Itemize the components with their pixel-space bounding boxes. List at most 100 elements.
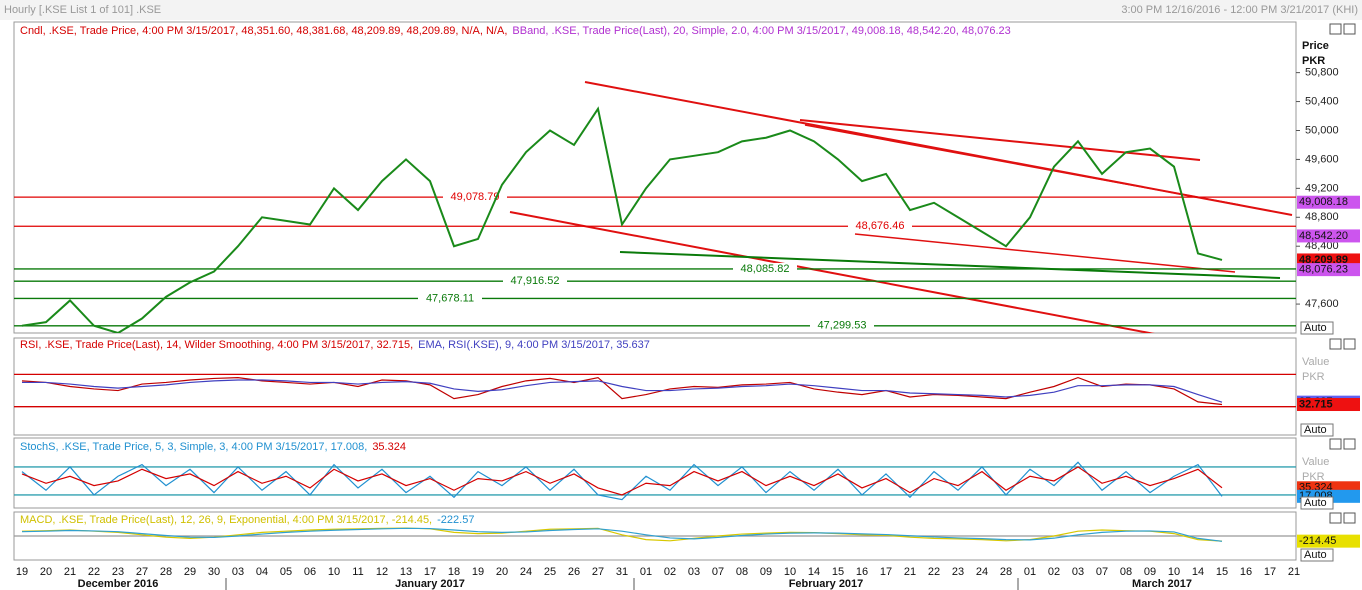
x-tick-label: 23 bbox=[952, 566, 964, 578]
last-value-box bbox=[1297, 263, 1360, 277]
level-label-bg bbox=[733, 262, 797, 275]
level-label-bg bbox=[503, 275, 567, 288]
x-tick-label: 12 bbox=[376, 566, 388, 578]
legend-entry: MACD, .KSE, Trade Price(Last), 12, 26, 9… bbox=[20, 514, 432, 526]
y-tick-label: 47,600 bbox=[1305, 298, 1339, 310]
month-label: December 2016 bbox=[78, 578, 159, 590]
x-tick-label: 10 bbox=[1168, 566, 1180, 578]
x-tick-label: 14 bbox=[808, 566, 820, 578]
legend-entry: EMA, RSI(.KSE), 9, 4:00 PM 3/15/2017, 35… bbox=[418, 339, 650, 351]
axis-title: PKR bbox=[1302, 471, 1325, 483]
x-tick-label: 24 bbox=[976, 566, 988, 578]
auto-button-label: Auto bbox=[1304, 549, 1327, 561]
last-value-label: 48,542.20 bbox=[1299, 230, 1348, 242]
x-tick-label: 01 bbox=[1024, 566, 1036, 578]
x-tick-label: 31 bbox=[616, 566, 628, 578]
plot-layer bbox=[14, 461, 1296, 501]
x-tick-label: 03 bbox=[232, 566, 244, 578]
x-tick-label: 23 bbox=[112, 566, 124, 578]
y-tick-label: 50,000 bbox=[1305, 124, 1339, 136]
x-tick-label: 16 bbox=[856, 566, 868, 578]
plot-layer bbox=[14, 527, 1296, 542]
x-tick-label: 21 bbox=[1288, 566, 1300, 578]
month-label: February 2017 bbox=[789, 578, 864, 590]
x-tick-label: 19 bbox=[16, 566, 28, 578]
x-tick-label: 27 bbox=[136, 566, 148, 578]
x-tick-label: 02 bbox=[664, 566, 676, 578]
series-line bbox=[21, 466, 1223, 496]
month-label: March 2017 bbox=[1132, 578, 1192, 590]
axis-title: PKR bbox=[1302, 371, 1325, 383]
x-tick-label: 26 bbox=[568, 566, 580, 578]
level-label-bg bbox=[810, 319, 874, 332]
auto-button-label: Auto bbox=[1304, 322, 1327, 334]
last-value-box bbox=[1297, 195, 1360, 209]
axis-title: Value bbox=[1302, 456, 1329, 468]
x-tick-label: 05 bbox=[280, 566, 292, 578]
auto-button[interactable] bbox=[1300, 548, 1334, 562]
x-tick-label: 17 bbox=[880, 566, 892, 578]
axis-title: Price bbox=[1302, 40, 1329, 52]
y-tick-label: 50,800 bbox=[1305, 67, 1339, 79]
x-tick-label: 19 bbox=[472, 566, 484, 578]
x-tick-label: 22 bbox=[928, 566, 940, 578]
last-value-label: 49,008.18 bbox=[1299, 196, 1348, 208]
last-value-label: 48,209.89 bbox=[1299, 254, 1348, 266]
x-tick-label: 15 bbox=[1216, 566, 1228, 578]
plot-layer: 49,078.79 48,676.46 48,085.82 47,916.52 47,6… bbox=[14, 106, 1296, 333]
auto-button[interactable] bbox=[1300, 423, 1334, 437]
auto-button-label: Auto bbox=[1304, 424, 1327, 436]
x-tick-label: 28 bbox=[160, 566, 172, 578]
header-title: Hourly [.KSE List 1 of 101] .KSE bbox=[4, 4, 161, 16]
x-tick-label: 30 bbox=[208, 566, 220, 578]
level-label-bg bbox=[418, 292, 482, 305]
x-tick-label: 09 bbox=[760, 566, 772, 578]
x-tick-label: 09 bbox=[1144, 566, 1156, 578]
x-tick-label: 08 bbox=[736, 566, 748, 578]
month-label: January 2017 bbox=[395, 578, 465, 590]
last-value-box bbox=[1297, 229, 1360, 243]
panel-frame bbox=[13, 337, 1297, 436]
series-line bbox=[21, 527, 1223, 542]
legend-entry: -222.57 bbox=[437, 514, 474, 526]
x-tick-label: 01 bbox=[640, 566, 652, 578]
level-label: 47,299.53 bbox=[818, 320, 867, 332]
legend-entry: Cndl, .KSE, Trade Price, 4:00 PM 3/15/20… bbox=[20, 25, 507, 37]
x-tick-label: 06 bbox=[304, 566, 316, 578]
x-tick-label: 21 bbox=[64, 566, 76, 578]
series-line bbox=[21, 461, 1223, 501]
x-tick-label: 18 bbox=[448, 566, 460, 578]
auto-button[interactable] bbox=[1300, 496, 1334, 510]
auto-button-label: Auto bbox=[1304, 497, 1327, 509]
x-tick-label: 07 bbox=[712, 566, 724, 578]
x-tick-label: 15 bbox=[832, 566, 844, 578]
auto-button[interactable] bbox=[1300, 321, 1334, 335]
y-tick-label: 48,800 bbox=[1305, 211, 1339, 223]
panel-frame bbox=[13, 21, 1297, 334]
series-line bbox=[21, 376, 1223, 406]
x-tick-label: 10 bbox=[328, 566, 340, 578]
series-line bbox=[21, 106, 1223, 333]
level-label: 47,916.52 bbox=[511, 275, 560, 287]
x-tick-label: 21 bbox=[904, 566, 916, 578]
x-tick-label: 07 bbox=[1096, 566, 1108, 578]
y-tick-label: 50,400 bbox=[1305, 95, 1339, 107]
y-tick-label: 48,400 bbox=[1305, 240, 1339, 252]
x-tick-label: 02 bbox=[1048, 566, 1060, 578]
last-value-label: 48,076.23 bbox=[1299, 264, 1348, 276]
x-tick-label: 24 bbox=[520, 566, 532, 578]
x-tick-label: 10 bbox=[784, 566, 796, 578]
x-tick-label: 11 bbox=[352, 566, 363, 578]
last-value-box bbox=[1297, 398, 1360, 412]
x-tick-label: 25 bbox=[544, 566, 556, 578]
level-label: 48,676.46 bbox=[856, 220, 905, 232]
level-label-bg bbox=[848, 220, 912, 233]
x-tick-label: 20 bbox=[496, 566, 508, 578]
panel-buttons[interactable] bbox=[1329, 23, 1356, 524]
level-label-bg bbox=[443, 191, 507, 204]
x-tick-label: 17 bbox=[424, 566, 436, 578]
legend-entry: 35.324 bbox=[372, 441, 406, 453]
legend-entry: RSI, .KSE, Trade Price(Last), 14, Wilder… bbox=[20, 339, 413, 351]
level-label: 49,078.79 bbox=[451, 191, 500, 203]
